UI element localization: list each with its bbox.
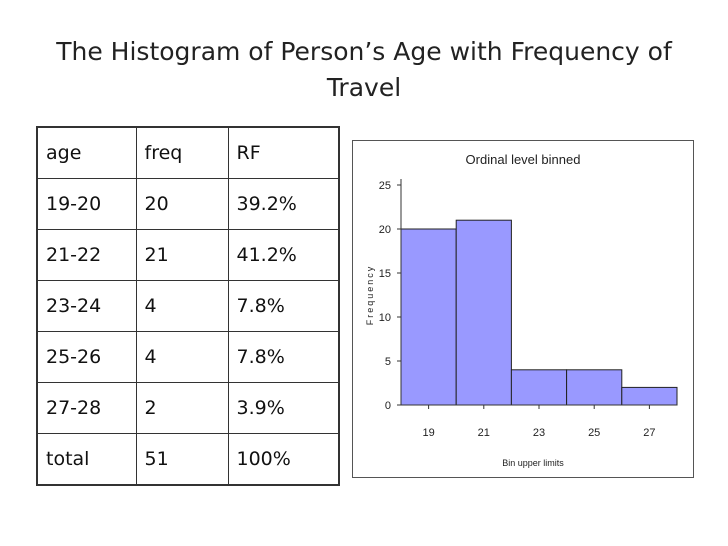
- histogram-svg: Ordinal level binned Frequency Bin upper…: [365, 152, 678, 468]
- cell-age: 25-26: [36, 331, 137, 383]
- cell-freq: 21: [135, 229, 229, 281]
- histogram-bar: [621, 386, 678, 406]
- y-tick-label: 25: [379, 180, 391, 192]
- cell-age: 19-20: [36, 178, 137, 230]
- cell-age: total: [36, 433, 137, 486]
- cell-rf: 7.8%: [227, 331, 340, 383]
- header-age: age: [36, 126, 137, 179]
- frequency-table: age freq RF 19-20 20 39.2% 21-22 21 41.2…: [36, 126, 340, 486]
- slide-title: The Histogram of Person’s Age with Frequ…: [56, 37, 672, 102]
- cell-age: 27-28: [36, 382, 137, 434]
- x-tick-label: 25: [588, 427, 600, 439]
- x-tick-label: 23: [533, 427, 545, 439]
- histogram-bar: [566, 369, 623, 406]
- y-tick-label: 5: [385, 356, 391, 368]
- table-row: 25-26 4 7.8%: [36, 331, 340, 383]
- y-tick-label: 15: [379, 268, 391, 280]
- cell-age: 21-22: [36, 229, 137, 281]
- cell-rf: 100%: [227, 433, 340, 486]
- cell-age: 23-24: [36, 280, 137, 332]
- histogram-bar: [455, 219, 512, 406]
- cell-freq: 20: [135, 178, 229, 230]
- histogram-bar: [510, 369, 568, 406]
- y-tick-label: 20: [379, 224, 391, 236]
- cell-rf: 3.9%: [227, 382, 340, 434]
- table-total-row: total 51 100%: [36, 433, 340, 486]
- chart-title: Ordinal level binned: [466, 152, 581, 167]
- plot-area: 0 5 10 15 20 25 19 21 23 25 27: [379, 179, 678, 439]
- cell-freq: 51: [135, 433, 229, 486]
- table-header-row: age freq RF: [36, 126, 340, 179]
- cell-freq: 4: [135, 331, 229, 383]
- x-tick-label: 19: [422, 427, 434, 439]
- cell-rf: 39.2%: [227, 178, 340, 230]
- y-tick-label: 10: [379, 312, 391, 324]
- cell-rf: 7.8%: [227, 280, 340, 332]
- table-row: 27-28 2 3.9%: [36, 382, 340, 434]
- histogram-bar: [400, 228, 457, 406]
- histogram-chart: Ordinal level binned Frequency Bin upper…: [352, 140, 694, 478]
- cell-freq: 2: [135, 382, 229, 434]
- header-rf: RF: [227, 126, 340, 179]
- x-axis-label: Bin upper limits: [502, 458, 564, 468]
- header-freq: freq: [135, 126, 229, 179]
- y-tick-label: 0: [385, 400, 391, 412]
- x-tick-label: 27: [643, 427, 655, 439]
- table-row: 23-24 4 7.8%: [36, 280, 340, 332]
- table-row: 21-22 21 41.2%: [36, 229, 340, 281]
- cell-rf: 41.2%: [227, 229, 340, 281]
- x-tick-label: 21: [478, 427, 490, 439]
- cell-freq: 4: [135, 280, 229, 332]
- table-row: 19-20 20 39.2%: [36, 178, 340, 230]
- y-axis-label: Frequency: [365, 265, 375, 326]
